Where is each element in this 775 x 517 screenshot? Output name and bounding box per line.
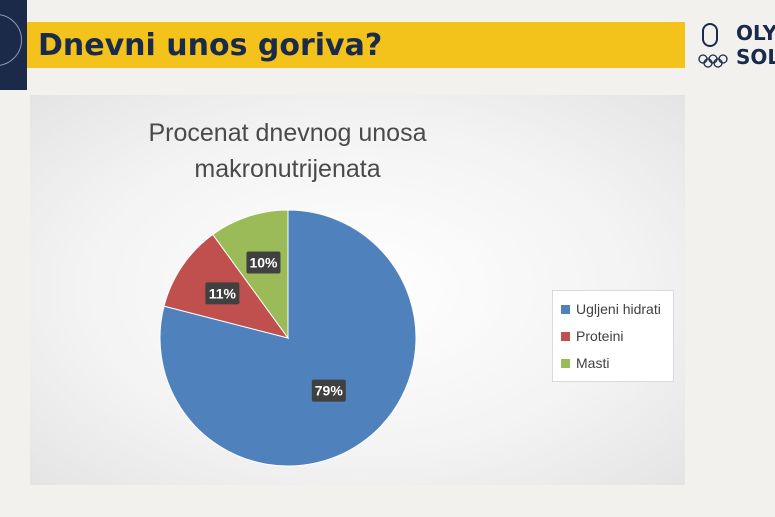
legend-swatch-fat: [561, 359, 570, 368]
data-label-text-protein: 11%: [209, 285, 237, 301]
pie-slice-fat: [212, 209, 289, 340]
legend-label-carbs: Ugljeni hidrati: [576, 301, 661, 317]
legend-item-protein: Proteini: [561, 326, 623, 346]
legend-label-fat: Masti: [576, 355, 610, 371]
data-label-box-carbs: [311, 379, 346, 402]
title-banner: [27, 22, 685, 68]
institution-seal-icon: [0, 14, 22, 66]
data-label-box-fat: [246, 251, 281, 274]
legend-item-carbs: Ugljeni hidrati: [561, 299, 661, 319]
data-label-carbs: 79%: [311, 379, 346, 402]
brand-text-line1: OLYM: [736, 21, 775, 45]
chart-legend: Ugljeni hidrati Proteini Masti: [552, 290, 674, 382]
legend-item-fat: Masti: [561, 353, 609, 373]
brand-mark-icon: [702, 23, 718, 47]
slide-title: Dnevni unos goriva?: [38, 28, 383, 63]
legend-swatch-carbs: [561, 305, 570, 314]
chart-title-line1: Procenat dnevnog unosa: [148, 119, 427, 147]
olympic-rings-icon: [698, 54, 728, 68]
data-label-text-carbs: 79%: [315, 383, 344, 399]
legend-swatch-protein: [561, 332, 570, 341]
pie-chart: Procenat dnevnog unosa makronutrijenata …: [30, 95, 685, 485]
pie-plot-area: 79% 11% 10%: [159, 209, 417, 467]
left-sidebar-strip: [0, 0, 27, 90]
data-label-protein: 11%: [205, 282, 240, 305]
data-label-fat: 10%: [246, 251, 281, 274]
chart-title: Procenat dnevnog unosa makronutrijenata: [30, 115, 545, 187]
data-label-box-protein: [205, 282, 240, 305]
chart-title-line2: makronutrijenata: [194, 155, 381, 183]
data-label-text-fat: 10%: [249, 255, 278, 271]
brand-logo: OLYM SOLI: [698, 20, 775, 72]
brand-text-line2: SOLI: [736, 45, 775, 69]
legend-label-protein: Proteini: [576, 328, 624, 344]
